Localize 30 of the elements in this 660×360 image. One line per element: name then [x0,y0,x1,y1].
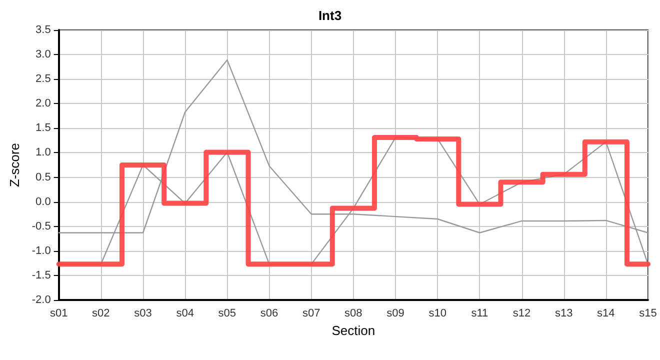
y-axis-title: Z-score [7,142,22,188]
y-tick-label: 2.5 [36,73,51,86]
y-tick-label: 1.0 [36,146,51,159]
y-tick-label: 0.5 [36,171,51,184]
y-tick-label: 1.5 [36,122,51,134]
x-tick-label: s14 [597,308,615,320]
x-tick-label: s12 [512,308,531,320]
x-tick-label: s01 [50,308,68,320]
y-tick-label: 3.5 [36,24,51,36]
y-tick-label: 3.0 [36,48,51,61]
x-tick-label: s13 [554,308,573,320]
y-tick-label: -2.0 [32,294,51,306]
x-tick-label: s10 [428,308,446,320]
x-tick-label: s04 [176,308,194,320]
y-tick-label: 2.0 [36,98,51,110]
x-tick-label: s05 [218,308,236,320]
x-tick-label: s08 [344,308,362,320]
x-tick-label: s07 [302,308,320,320]
y-tick-label: -1.0 [32,244,51,257]
x-tick-label: s03 [134,308,152,320]
x-axis-title: Section [332,322,376,338]
chart-title: Int3 [318,8,342,23]
x-tick-label: s15 [639,308,657,320]
x-tick-label: s11 [471,308,488,320]
x-tick-label: s02 [92,308,110,320]
y-tick-label: -0.5 [32,220,51,232]
y-tick-label: -1.5 [32,269,51,282]
y-tick-label: 0.0 [36,196,51,208]
x-tick-label: s06 [260,308,278,320]
x-tick-label: s09 [386,308,404,320]
